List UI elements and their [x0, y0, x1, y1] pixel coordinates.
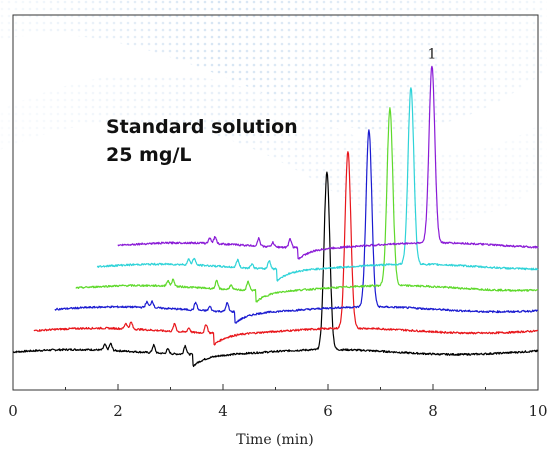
x-tick-label: 10 — [528, 402, 547, 420]
annotation-line-2: 25 mg/L — [106, 144, 192, 166]
x-tick-label: 0 — [8, 402, 18, 420]
x-tick-label: 6 — [323, 402, 333, 420]
x-axis-ticks: 0 2 4 6 8 10 — [8, 384, 547, 420]
x-axis-label: Time (min) — [236, 432, 314, 448]
x-tick-label: 4 — [218, 402, 228, 420]
series-line-6 — [117, 65, 539, 260]
peak-label: 1 — [428, 46, 437, 62]
x-tick-label: 2 — [113, 402, 123, 420]
series-line-2 — [33, 151, 539, 346]
series-line-1 — [12, 171, 539, 368]
series-layer — [12, 65, 539, 368]
x-tick-label: 8 — [428, 402, 438, 420]
series-line-4 — [75, 107, 539, 303]
background-dot-pattern — [0, 0, 547, 222]
series-line-5 — [96, 87, 539, 282]
series-line-3 — [54, 129, 539, 324]
annotation-line-1: Standard solution — [106, 116, 298, 138]
